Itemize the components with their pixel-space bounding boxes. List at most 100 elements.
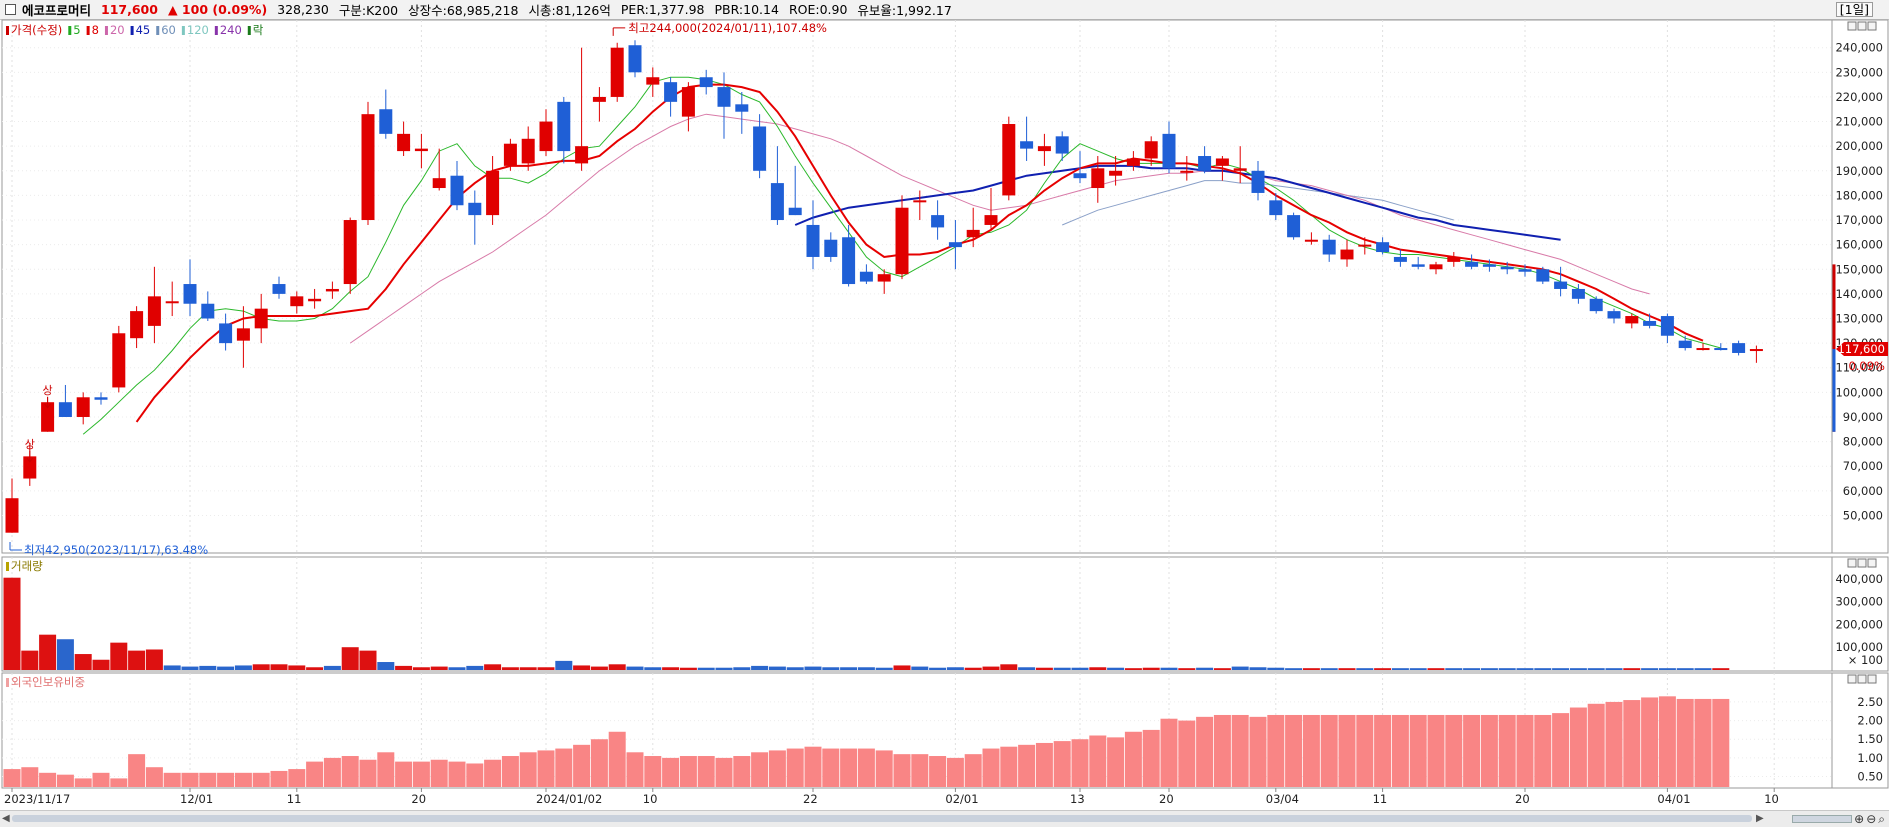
shares-label: 상장수:68,985,218	[408, 3, 519, 18]
candle-body	[592, 96, 606, 102]
legend-item: 60	[161, 23, 176, 37]
foreign-bar	[662, 757, 680, 787]
panel-max-icon[interactable]	[1857, 674, 1867, 684]
candle-body	[1696, 348, 1710, 351]
panel-close-icon[interactable]	[1867, 21, 1877, 31]
volume-bar	[929, 667, 947, 670]
scroll-right-icon[interactable]: ▶	[1756, 813, 1764, 824]
foreign-bar	[39, 772, 57, 787]
foreign-tick-label: 1.00	[1857, 751, 1883, 765]
candle-body	[236, 328, 250, 341]
chart-scrollbar[interactable]: ◀ ▶ ⊕ ⊖ ⌕	[0, 810, 1889, 827]
foreign-bar	[395, 761, 413, 787]
foreign-bar	[1676, 698, 1694, 787]
candle-body	[325, 288, 339, 292]
foreign-bar	[804, 746, 822, 787]
zoom-search-icon[interactable]: ⌕	[1878, 811, 1885, 826]
volume-unit-label: × 100	[1848, 653, 1883, 667]
volume-bar	[1267, 667, 1285, 670]
zoom-slider[interactable]	[1792, 815, 1853, 823]
volume-bar	[501, 667, 519, 670]
legend-item: 45	[136, 23, 151, 37]
volume-bar	[982, 666, 1000, 670]
candle-body	[272, 284, 286, 294]
candle-body	[1233, 168, 1247, 171]
foreign-bar	[1516, 714, 1534, 787]
candle-body	[557, 101, 571, 152]
foreign-panel-axis-frame	[1831, 672, 1889, 789]
scroll-thumb[interactable]	[12, 815, 1752, 822]
candle-body	[610, 47, 624, 97]
volume-bar	[1427, 668, 1445, 670]
volume-bar	[3, 577, 21, 670]
price-tick-label: 230,000	[1835, 65, 1883, 79]
zoom-out-icon[interactable]: ⊖	[1866, 812, 1877, 826]
volume-bar	[1285, 668, 1303, 670]
volume-bar	[1605, 668, 1623, 670]
candle-body	[503, 143, 517, 166]
volume-bar	[1569, 668, 1587, 670]
legend-item: 5	[73, 23, 80, 37]
panel-min-icon[interactable]	[1847, 558, 1857, 568]
panel-max-icon[interactable]	[1857, 21, 1867, 31]
panel-min-icon[interactable]	[1847, 674, 1857, 684]
candle-body	[308, 298, 322, 302]
volume-value: 328,230	[277, 2, 329, 17]
foreign-tick-label: 1.50	[1857, 732, 1883, 746]
panel-close-icon[interactable]	[1867, 674, 1877, 684]
volume-bar	[537, 667, 555, 670]
roe-label: ROE:0.90	[788, 2, 848, 17]
volume-bar	[573, 665, 591, 670]
foreign-bar	[1605, 701, 1623, 787]
limit-up-label: 상	[25, 438, 35, 451]
foreign-bar	[323, 757, 341, 787]
foreign-bar	[288, 769, 306, 787]
foreign-bar	[181, 772, 199, 787]
candle-body	[183, 284, 197, 304]
last-change-label: 0.09%	[1848, 359, 1885, 373]
foreign-bar	[92, 772, 110, 787]
foreign-bar	[768, 750, 786, 787]
x-tick-label: 04/01	[1657, 792, 1690, 806]
volume-bar	[662, 667, 680, 670]
candle-body	[1020, 141, 1034, 149]
checkbox[interactable]	[5, 4, 16, 15]
candle-body	[5, 498, 19, 533]
x-tick-label: 03/04	[1266, 792, 1299, 806]
candle-body	[984, 215, 998, 225]
foreign-bar	[1463, 714, 1481, 787]
legend-marker	[86, 26, 90, 35]
volume-bar	[1409, 668, 1427, 670]
volume-bar	[644, 667, 662, 670]
panel-min-icon[interactable]	[1847, 21, 1857, 31]
volume-panel-frame	[1, 556, 1833, 672]
scroll-left-icon[interactable]: ◀	[2, 813, 10, 824]
candle-body	[201, 303, 215, 319]
price-tick-label: 220,000	[1835, 90, 1883, 104]
period-button[interactable]: [1일]	[1835, 2, 1873, 17]
foreign-bar	[270, 770, 288, 787]
volume-bar	[306, 667, 324, 670]
limit-up-arrow-icon	[44, 396, 51, 409]
foreign-bar	[1534, 714, 1552, 787]
candle-body	[877, 274, 891, 282]
panel-max-icon[interactable]	[1857, 558, 1867, 568]
foreign-bar	[1320, 714, 1338, 787]
volume-bar	[217, 666, 235, 670]
x-tick-label: 10	[643, 792, 658, 806]
candle-body	[23, 456, 37, 479]
candle-body	[147, 296, 161, 326]
candle-body	[1073, 173, 1087, 179]
candle-body	[1340, 249, 1354, 260]
volume-bar	[1694, 668, 1712, 670]
last-price-label: 117,600	[1837, 342, 1885, 356]
panel-close-icon[interactable]	[1867, 558, 1877, 568]
foreign-bar	[715, 757, 733, 787]
candle-body	[521, 138, 535, 164]
foreign-bar	[1445, 714, 1463, 787]
zoom-in-icon[interactable]: ⊕	[1854, 812, 1865, 826]
price-tick-label: 240,000	[1835, 41, 1883, 55]
volume-bar	[252, 664, 270, 670]
volume-bar	[128, 650, 146, 670]
